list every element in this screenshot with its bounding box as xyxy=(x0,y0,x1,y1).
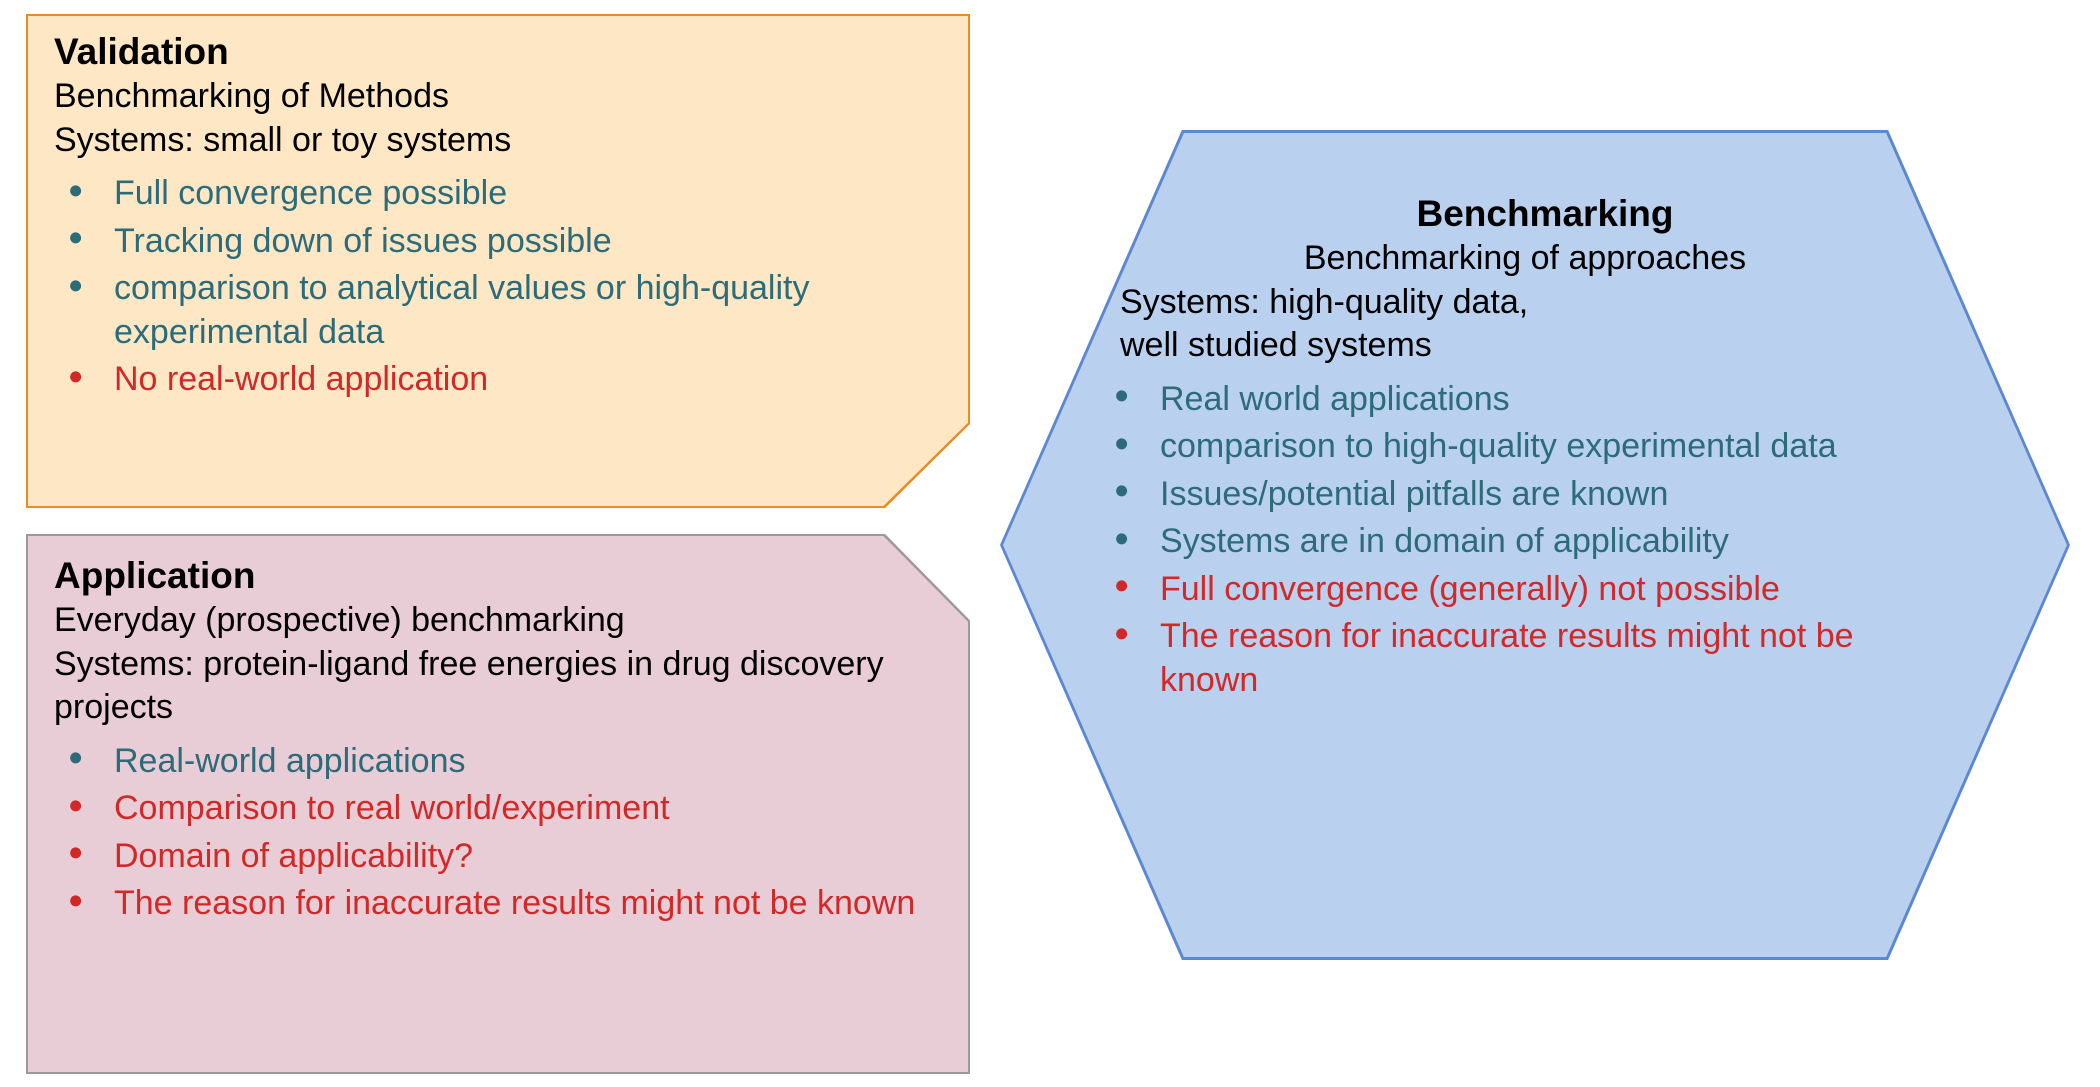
bullet-item: The reason for inaccurate results might … xyxy=(1160,615,1920,702)
benchmarking-title: Benchmarking xyxy=(1160,190,1930,237)
bullet-item: Domain of applicability? xyxy=(114,835,938,879)
bullet-item: Real-world applications xyxy=(114,740,938,784)
bullet-item: No real-world application xyxy=(114,358,918,402)
bullet-item: comparison to high-quality experimental … xyxy=(1160,425,1920,469)
bullet-item: Full convergence possible xyxy=(114,172,918,216)
benchmarking-subtitle-1: Benchmarking of approaches xyxy=(1120,237,1930,281)
bullet-item: Systems are in domain of applicability xyxy=(1160,520,1920,564)
validation-subtitle-1: Benchmarking of Methods xyxy=(54,75,942,119)
bullet-item: Comparison to real world/experiment xyxy=(114,787,938,831)
application-subtitle-2: Systems: protein-ligand free energies in… xyxy=(54,643,942,730)
benchmarking-subtitle-2a: Systems: high-quality data, xyxy=(1120,281,1930,325)
bullet-item: comparison to analytical values or high-… xyxy=(114,267,918,354)
validation-subtitle-2: Systems: small or toy systems xyxy=(54,119,942,163)
bullet-item: Real world applications xyxy=(1160,378,1920,422)
bullet-list: Full convergence possibleTracking down o… xyxy=(54,172,918,402)
bullet-list: Real world applicationscomparison to hig… xyxy=(1160,378,1920,703)
bullet-item: Tracking down of issues possible xyxy=(114,220,918,264)
bullet-item: Full convergence (generally) not possibl… xyxy=(1160,568,1920,612)
bullet-item: Issues/potential pitfalls are known xyxy=(1160,473,1920,517)
application-subtitle-1: Everyday (prospective) benchmarking xyxy=(54,599,942,643)
bullet-item: The reason for inaccurate results might … xyxy=(114,882,938,926)
validation-title: Validation xyxy=(54,28,942,75)
application-title: Application xyxy=(54,552,942,599)
bullet-list: Real-world applicationsComparison to rea… xyxy=(54,740,938,926)
benchmarking-subtitle-2b: well studied systems xyxy=(1120,324,1930,368)
